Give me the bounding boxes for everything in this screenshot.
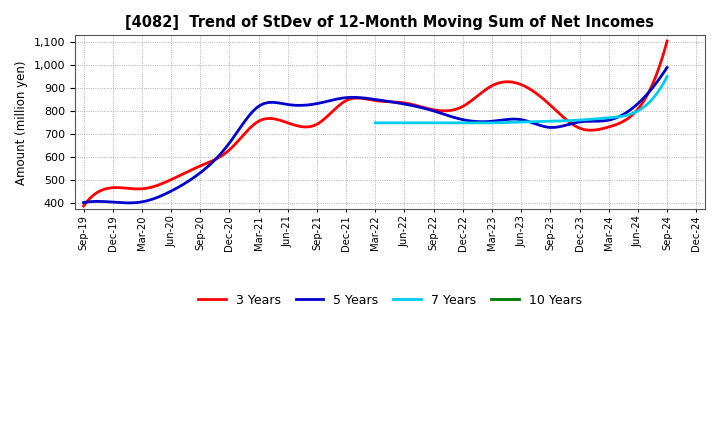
3 Years bbox=[608, 123, 617, 128]
7 Years bbox=[372, 120, 381, 125]
Line: 7 Years: 7 Years bbox=[375, 77, 667, 123]
3 Years bbox=[79, 203, 88, 209]
3 Years bbox=[425, 106, 433, 111]
5 Years bbox=[610, 116, 618, 121]
5 Years bbox=[79, 200, 88, 205]
7 Years bbox=[662, 74, 671, 79]
7 Years bbox=[551, 118, 559, 124]
7 Years bbox=[618, 114, 626, 119]
3 Years bbox=[571, 124, 580, 129]
Line: 3 Years: 3 Years bbox=[84, 41, 667, 206]
Legend: 3 Years, 5 Years, 7 Years, 10 Years: 3 Years, 5 Years, 7 Years, 10 Years bbox=[193, 289, 587, 312]
3 Years bbox=[427, 106, 436, 112]
5 Years bbox=[124, 200, 132, 205]
7 Years bbox=[544, 119, 553, 124]
Title: [4082]  Trend of StDev of 12-Month Moving Sum of Net Incomes: [4082] Trend of StDev of 12-Month Moving… bbox=[125, 15, 654, 30]
7 Years bbox=[477, 120, 485, 125]
Line: 5 Years: 5 Years bbox=[84, 67, 667, 203]
7 Years bbox=[371, 120, 379, 125]
3 Years bbox=[436, 108, 445, 114]
Y-axis label: Amount (million yen): Amount (million yen) bbox=[15, 60, 28, 185]
7 Years bbox=[546, 119, 554, 124]
3 Years bbox=[81, 201, 90, 206]
5 Years bbox=[81, 200, 90, 205]
5 Years bbox=[573, 120, 582, 125]
5 Years bbox=[438, 111, 447, 117]
5 Years bbox=[662, 65, 671, 70]
7 Years bbox=[636, 106, 645, 112]
5 Years bbox=[427, 107, 436, 113]
5 Years bbox=[428, 108, 437, 114]
3 Years bbox=[662, 38, 671, 44]
